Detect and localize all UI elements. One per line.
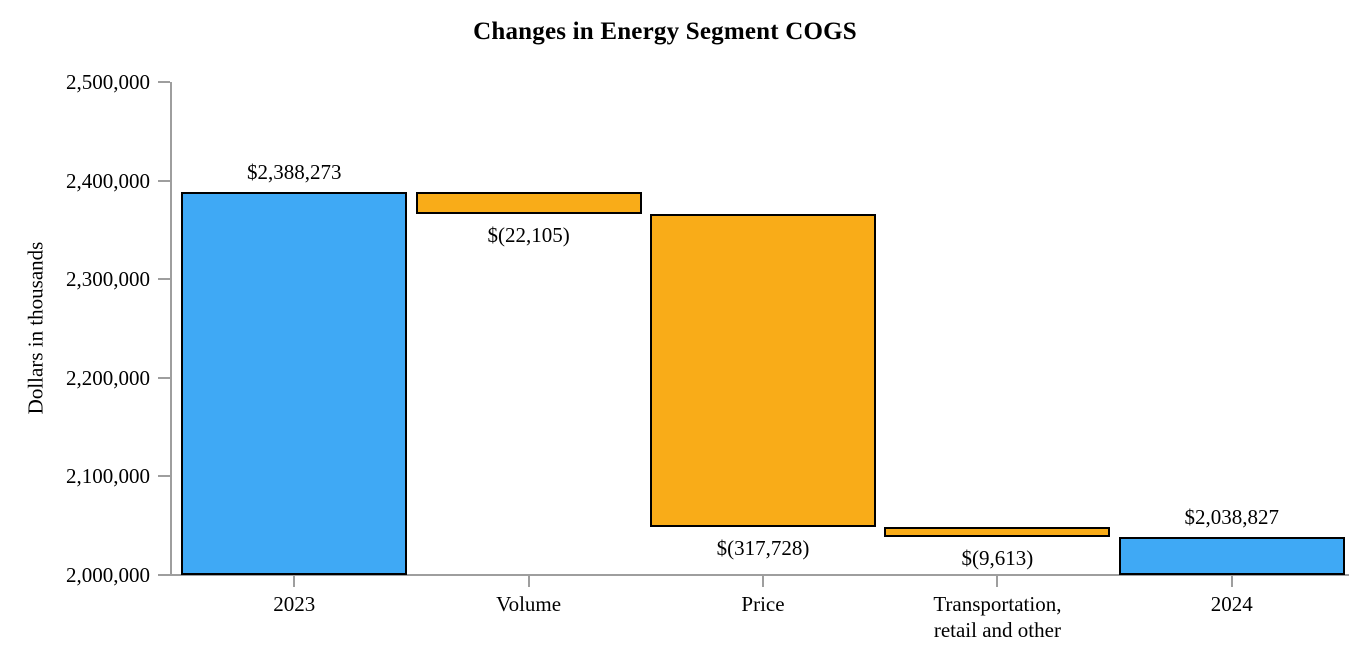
x-category-label-line: Volume — [496, 592, 562, 616]
y-tick-mark — [158, 574, 170, 576]
y-tick-mark — [158, 81, 170, 83]
waterfall-bar-2023 — [181, 192, 408, 575]
x-tick-mark — [527, 575, 530, 587]
y-tick-mark — [158, 179, 170, 182]
x-category-label-line: 2023 — [273, 592, 316, 616]
waterfall-bar-volume — [415, 192, 642, 214]
y-tick-mark — [158, 475, 170, 478]
y-tick-label: 2,300,000 — [66, 267, 150, 292]
bar-value-label: $2,388,273 — [246, 160, 342, 185]
x-category-label: Price — [648, 591, 878, 617]
bar-value-label: $(317,728) — [716, 536, 810, 561]
x-category-label-line: Transportation, — [933, 592, 1062, 616]
y-tick-label: 2,000,000 — [66, 563, 150, 587]
y-tick-mark — [158, 278, 170, 281]
x-category-label: Volume — [414, 591, 644, 617]
y-tick-label: 2,500,000 — [66, 70, 150, 94]
waterfall-bar-2024 — [1118, 536, 1345, 575]
x-category-label-line: retail and other — [933, 618, 1061, 642]
x-tick-mark — [1230, 575, 1233, 587]
x-tick-mark — [293, 575, 296, 587]
bar-value-label: $(22,105) — [487, 222, 570, 247]
x-category-label-line: 2024 — [1210, 592, 1253, 616]
x-axis-line — [170, 574, 1349, 576]
y-axis-line — [170, 82, 172, 576]
x-tick-mark — [762, 575, 764, 587]
x-category-label: 2023 — [179, 591, 409, 617]
y-tick-label: 2,100,000 — [66, 464, 150, 489]
x-tick-mark — [996, 575, 999, 587]
y-tick-label: 2,400,000 — [66, 168, 150, 193]
waterfall-bar-price — [650, 213, 876, 528]
x-category-label: Transportation, retail and other — [882, 591, 1112, 643]
y-tick-label: 2,200,000 — [66, 365, 150, 390]
waterfall-bar-transportation-retail-and-other — [884, 527, 1111, 537]
x-category-label: 2024 — [1117, 591, 1347, 617]
chart-title: Changes in Energy Segment COGS — [473, 18, 857, 45]
bar-value-label: $2,038,827 — [1184, 504, 1280, 529]
bar-value-label: $(9,613) — [961, 545, 1034, 570]
y-tick-mark — [158, 376, 170, 379]
x-category-label-line: Price — [741, 592, 785, 616]
